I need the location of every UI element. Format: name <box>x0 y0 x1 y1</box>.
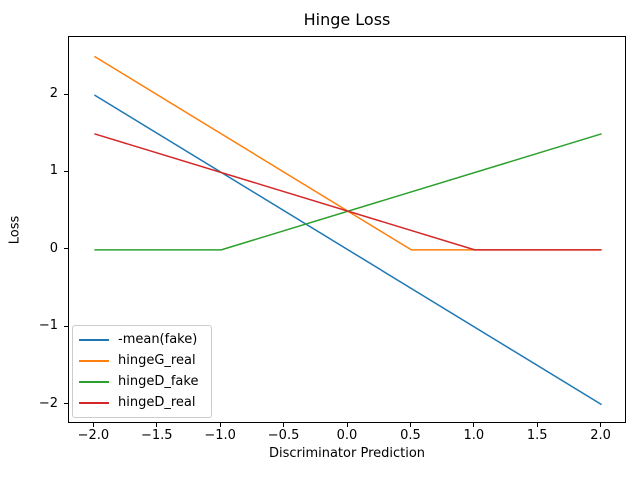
x-tick-label: −1.0 <box>204 428 236 443</box>
x-tick-mark <box>473 423 475 427</box>
y-tick-mark <box>64 403 68 405</box>
x-axis-label: Discriminator Prediction <box>268 446 426 461</box>
legend-item-label: hingeD_real <box>118 394 196 410</box>
legend-item-label: hingeD_fake <box>118 373 199 389</box>
legend-item-mean-fake: -mean(fake) <box>79 332 207 348</box>
x-tick-mark <box>536 423 538 427</box>
series-line-mean-fake <box>94 94 602 406</box>
x-tick-label: 1.5 <box>526 428 548 443</box>
legend-item-hinged-real: hingeD_real <box>79 395 207 411</box>
x-tick-mark <box>346 423 348 427</box>
x-tick-mark <box>409 423 411 427</box>
y-tick-mark <box>64 170 68 172</box>
x-tick-mark <box>283 423 285 427</box>
legend-line-sample <box>79 380 109 383</box>
series-line-hinged-real <box>94 133 602 251</box>
legend-item-hingeg-real: hingeG_real <box>79 353 207 369</box>
x-tick-label: 1.0 <box>463 428 485 443</box>
legend-line-sample <box>79 360 109 363</box>
chart-title: Hinge Loss <box>303 10 391 29</box>
series-line-hinged-fake <box>94 133 602 251</box>
legend-line-sample <box>79 339 109 342</box>
series-line-hingeg-real <box>94 55 602 251</box>
y-tick-mark <box>64 248 68 250</box>
x-tick-mark <box>156 423 158 427</box>
y-tick-label: 0 <box>49 240 58 256</box>
y-tick-label: 2 <box>49 86 58 102</box>
legend-item-label: -mean(fake) <box>118 332 198 348</box>
x-tick-label: 0.0 <box>336 428 358 443</box>
y-tick-mark <box>64 93 68 95</box>
y-tick-mark <box>64 325 68 327</box>
plot-canvas <box>94 55 602 406</box>
legend-line-sample <box>79 401 109 404</box>
x-tick-label: −2.0 <box>77 428 110 443</box>
x-tick-label: −1.5 <box>140 428 173 443</box>
legend-item-hinged-fake: hingeD_fake <box>79 374 207 390</box>
x-tick-mark <box>600 423 602 427</box>
x-tick-label: 0.5 <box>400 428 421 443</box>
legend-item-label: hingeG_real <box>118 353 196 369</box>
x-tick-mark <box>219 423 221 427</box>
x-tick-label: −0.5 <box>267 428 300 443</box>
y-tick-label: −2 <box>38 395 58 411</box>
y-tick-label: 1 <box>49 163 58 179</box>
x-tick-mark <box>92 423 94 427</box>
x-tick-label: 2.0 <box>590 428 611 443</box>
y-tick-label: −1 <box>38 318 58 334</box>
legend: -mean(fake) hingeG_real hingeD_fake hingeD_… <box>72 325 212 418</box>
